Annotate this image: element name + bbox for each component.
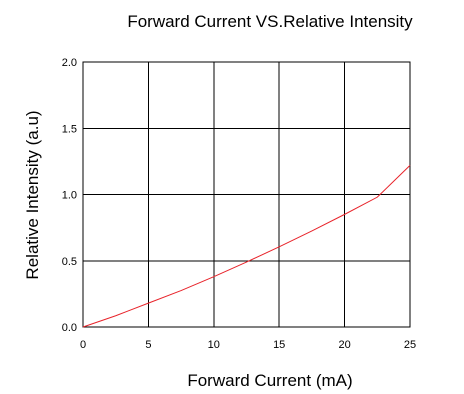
y-tick-label: 1.0: [62, 190, 77, 202]
grid: [83, 62, 410, 327]
y-tick-label: 0.5: [62, 256, 77, 268]
y-tick-label: 1.5: [62, 123, 77, 135]
y-tick-label: 0.0: [62, 322, 77, 334]
y-tick-label: 2.0: [62, 57, 77, 69]
x-tick-label: 15: [273, 339, 285, 351]
x-axis-label: Forward Current (mA): [187, 371, 352, 390]
y-axis-label: Relative Intensity (a.u): [23, 110, 42, 279]
x-axis-ticks: 0 5 10 15 20 25: [80, 339, 416, 351]
y-axis-ticks: 0.0 0.5 1.0 1.5 2.0: [62, 57, 77, 334]
x-tick-label: 5: [145, 339, 151, 351]
chart-title: Forward Current VS.Relative Intensity: [127, 12, 413, 31]
x-tick-label: 25: [404, 339, 416, 351]
x-tick-label: 0: [80, 339, 86, 351]
x-tick-label: 10: [208, 339, 220, 351]
plot-area-frame: [82, 61, 411, 328]
series-group: [82, 164, 411, 328]
series-line-0: [82, 164, 411, 328]
x-tick-label: 20: [338, 339, 350, 351]
